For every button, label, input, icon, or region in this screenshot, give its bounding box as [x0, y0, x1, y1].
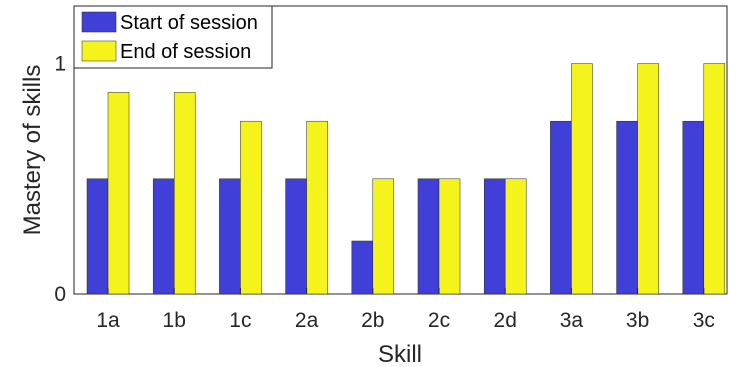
x-tick-label-3b: 3b [626, 309, 649, 332]
y-tick-label-0: 0 [54, 283, 66, 306]
bar-start-1c [219, 178, 241, 295]
bar-end-1a [107, 92, 130, 295]
x-tick-label-3c: 3c [693, 309, 715, 332]
bar-end-3b [637, 63, 659, 295]
legend-swatch-end [81, 40, 117, 62]
y-axis-label: Mastery of skills [19, 65, 46, 236]
x-ticks: 1a 1b 1c 2a 2b 2c 2d 3a 3b 3c [96, 288, 715, 332]
legend-label-start: Start of session [120, 12, 258, 34]
y-tick-label-1: 1 [54, 53, 66, 76]
x-tick-label-2c: 2c [428, 309, 450, 332]
x-tick-label-3a: 3a [560, 309, 584, 332]
bar-end-3a [571, 63, 593, 295]
bar-end-2d [504, 178, 527, 295]
bar-end-2b [372, 178, 395, 295]
x-tick-label-1b: 1b [163, 309, 186, 332]
bar-start-2b [351, 240, 374, 295]
x-tick-label-2a: 2a [295, 309, 319, 332]
bar-end-2c [438, 178, 461, 295]
legend-label-end: End of session [120, 41, 251, 63]
bars-group [86, 63, 726, 295]
x-tick-label-1a: 1a [96, 309, 120, 332]
x-tick-label-2b: 2b [361, 309, 384, 332]
bar-end-2a [306, 120, 328, 295]
bar-end-1b [173, 92, 196, 295]
x-tick-label-1c: 1c [229, 309, 251, 332]
bar-start-1b [152, 178, 175, 295]
bar-start-3c [682, 120, 705, 295]
x-tick-label-2d: 2d [494, 309, 517, 332]
bar-start-1a [86, 178, 109, 295]
bar-end-3c [703, 63, 726, 295]
bar-start-2c [417, 178, 440, 295]
bar-start-2a [285, 178, 307, 295]
bar-start-2d [483, 178, 506, 295]
legend-swatch-start [81, 11, 117, 33]
bar-start-3a [550, 120, 572, 295]
bar-start-3b [616, 120, 638, 295]
bar-end-1c [240, 120, 262, 295]
x-axis-label: Skill [378, 341, 422, 367]
legend: Start of session End of session [73, 5, 273, 69]
